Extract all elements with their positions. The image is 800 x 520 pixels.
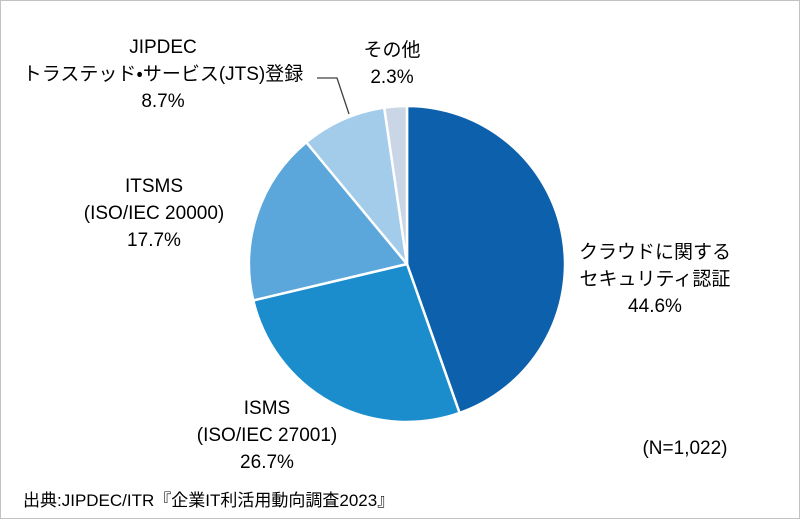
slice-label-jipdec-jts: JIPDEC トラステッド・サービス(JTS)登録 8.7% xyxy=(23,34,304,115)
slice-label-cloud-security-cert: クラウドに関する セキュリティ認証 44.6% xyxy=(579,239,731,320)
slice-label-line: ISMS xyxy=(243,398,291,419)
slice-label-line: ITSMS xyxy=(124,176,184,197)
jipdec-leader-line xyxy=(317,77,350,115)
slice-percent: 2.3% xyxy=(370,67,414,88)
pie-slices-group xyxy=(247,104,567,424)
pie-slice-other xyxy=(383,104,409,266)
slice-label-line: JIPDEC xyxy=(129,37,197,58)
slice-percent: 26.7% xyxy=(240,452,294,473)
slice-label-isms: ISMS (ISO/IEC 27001) 26.7% xyxy=(197,395,337,476)
slice-label-line: (ISO/IEC 27001) xyxy=(196,425,338,446)
slice-label-line: (ISO/IEC 20000) xyxy=(83,203,225,224)
slice-label-line: セキュリティ認証 xyxy=(579,269,731,290)
slice-percent: 17.7% xyxy=(127,230,181,251)
slice-percent: 8.7% xyxy=(141,91,185,112)
slice-label-line: トラステッド・サービス(JTS)登録 xyxy=(22,64,304,85)
slice-label-line: その他 xyxy=(363,40,421,61)
pie-slice-cloud-security-cert xyxy=(405,104,567,415)
pie-slice-jipdec-jts xyxy=(305,106,409,266)
pie-slice-itsms xyxy=(247,141,409,302)
sample-size-label: (N=1,022) xyxy=(642,438,728,459)
source-label: 出典:JIPDEC/ITR『企業IT利活用動向調査2023』 xyxy=(23,491,395,510)
slice-label-line: クラウドに関する xyxy=(578,242,732,263)
slice-label-other: その他 2.3% xyxy=(363,37,420,91)
slice-percent: 44.6% xyxy=(628,296,682,317)
pie-slice-isms xyxy=(252,262,461,424)
slice-label-itsms: ITSMS (ISO/IEC 20000) 17.7% xyxy=(84,173,224,254)
